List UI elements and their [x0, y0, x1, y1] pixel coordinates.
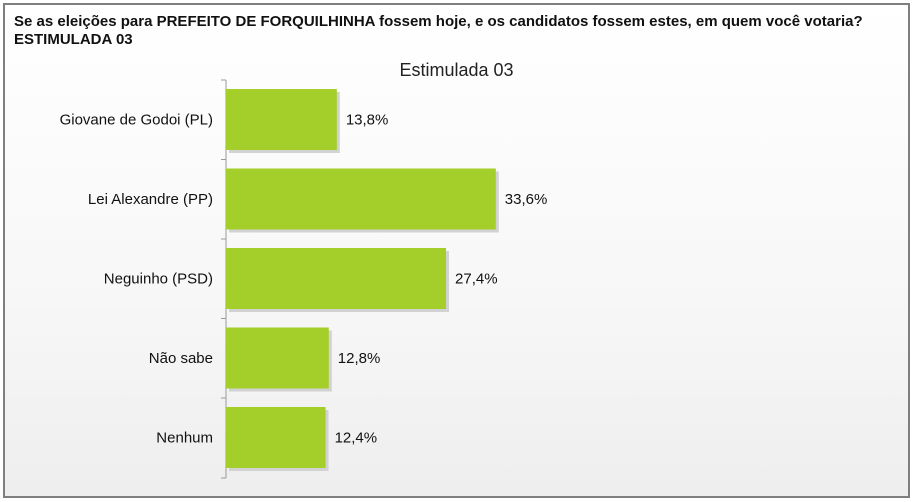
- bar: [226, 407, 326, 468]
- category-label: Não sabe: [149, 350, 213, 367]
- chart-frame: Se as eleições para PREFEITO DE FORQUILH…: [3, 3, 910, 498]
- chart-title: Estimulada 03: [399, 60, 514, 80]
- data-label: 13,8%: [346, 112, 389, 129]
- data-label: 12,4%: [335, 430, 378, 447]
- bar: [226, 327, 329, 389]
- data-label: 12,8%: [338, 350, 381, 367]
- category-label: Lei Alexandre (PP): [88, 191, 213, 208]
- data-label: 27,4%: [455, 271, 498, 288]
- bar: [226, 168, 496, 230]
- bar: [226, 248, 447, 309]
- category-label: Neguinho (PSD): [104, 271, 213, 288]
- bar: [226, 89, 337, 150]
- data-label: 33,6%: [505, 191, 548, 208]
- category-label: Giovane de Godoi (PL): [60, 112, 213, 129]
- category-label: Nenhum: [156, 430, 213, 447]
- question-text: Se as eleições para PREFEITO DE FORQUILH…: [14, 13, 863, 48]
